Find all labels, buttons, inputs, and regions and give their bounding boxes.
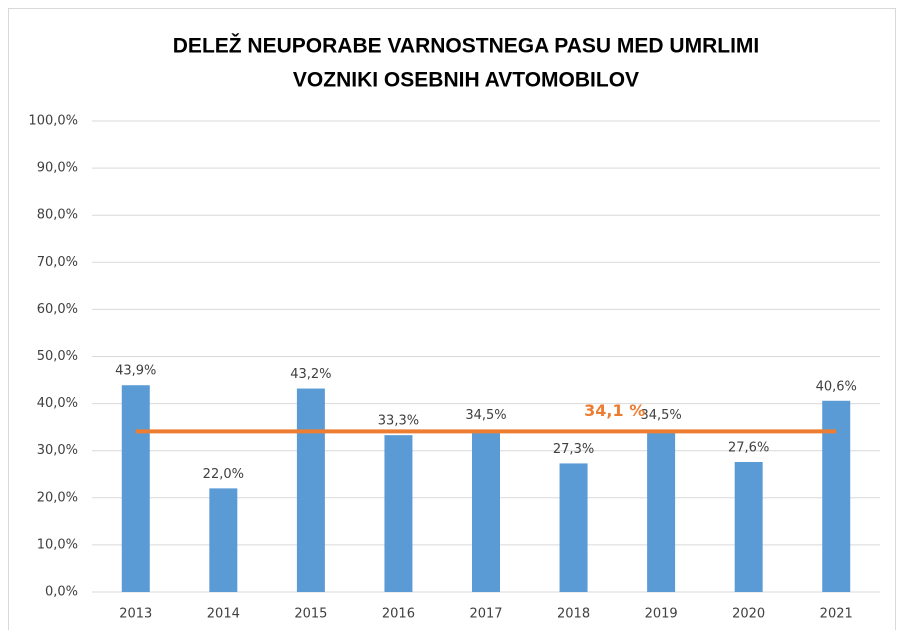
y-tick-label: 100,0% [28, 114, 78, 129]
data-label: 43,2% [290, 367, 331, 382]
y-tick-label: 60,0% [37, 302, 78, 317]
y-tick-label: 10,0% [37, 537, 78, 552]
x-tick-label: 2016 [382, 607, 415, 622]
bar [647, 429, 676, 592]
y-tick-label: 80,0% [37, 208, 78, 223]
y-tick-label: 90,0% [37, 161, 78, 176]
data-label: 34,5% [465, 408, 506, 423]
x-tick-label: 2014 [207, 607, 240, 622]
bar [384, 435, 413, 592]
y-tick-label: 50,0% [37, 349, 78, 364]
bar [559, 463, 588, 592]
data-label: 22,0% [203, 467, 244, 482]
y-tick-label: 70,0% [37, 255, 78, 270]
y-tick-label: 30,0% [37, 443, 78, 458]
bar [296, 388, 325, 592]
data-label: 27,6% [728, 441, 769, 456]
chart-title: DELEŽ NEUPORABE VARNOSTNEGA PASU MED UMR… [173, 34, 759, 58]
x-tick-label: 2018 [557, 607, 590, 622]
data-label: 40,6% [816, 379, 857, 394]
y-tick-label: 40,0% [37, 396, 78, 411]
x-tick-label: 2015 [294, 607, 327, 622]
bar [734, 462, 763, 592]
y-tick-label: 20,0% [37, 490, 78, 505]
chart-title: VOZNIKI OSEBNIH AVTOMOBILOV [293, 69, 639, 92]
y-tick-label: 0,0% [45, 585, 78, 600]
x-tick-label: 2020 [732, 607, 765, 622]
data-label: 33,3% [378, 414, 419, 429]
reference-label: 34,1 % [584, 401, 645, 420]
x-tick-label: 2019 [645, 607, 678, 622]
data-label: 34,5% [640, 408, 681, 423]
x-tick-label: 2017 [469, 607, 502, 622]
bar [209, 488, 238, 592]
x-tick-label: 2021 [820, 607, 853, 622]
data-label: 27,3% [553, 442, 594, 457]
x-tick-label: 2013 [119, 607, 152, 622]
bar [121, 385, 150, 592]
data-label: 43,9% [115, 364, 156, 379]
bar [472, 429, 500, 592]
